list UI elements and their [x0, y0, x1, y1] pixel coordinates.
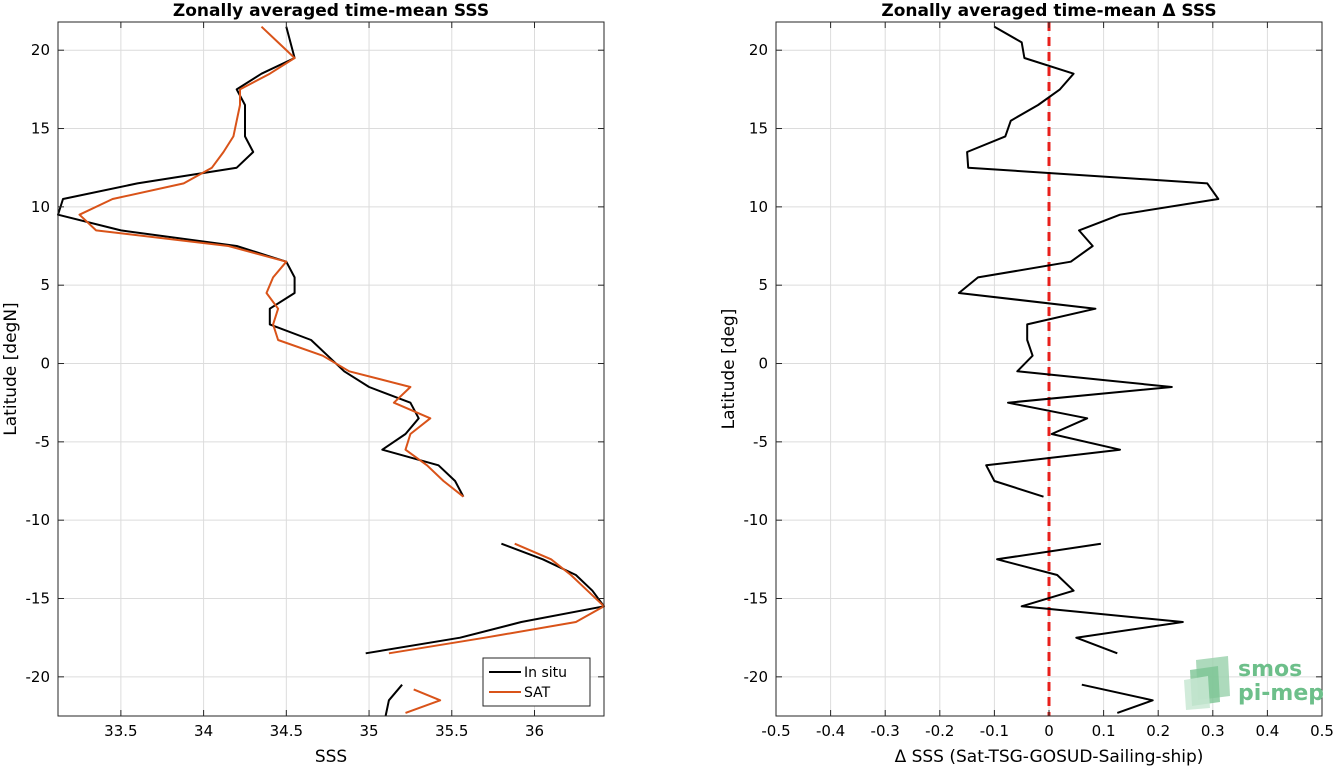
left-y-tick-label: 5 — [40, 276, 50, 294]
legend-box — [482, 657, 591, 707]
right-y-tick-label: 15 — [749, 120, 768, 138]
logo-text-line2: pi-mep — [1238, 681, 1324, 706]
left-plot-area — [58, 22, 604, 716]
left-grid — [58, 22, 604, 716]
left-y-tick-label: 0 — [40, 355, 50, 373]
left-x-tick-label: 35 — [360, 722, 379, 740]
right-x-tick-label: -0.2 — [925, 722, 954, 740]
right-chart-title: Zonally averaged time-mean Δ SSS — [881, 1, 1216, 21]
right-x-tick-label: 0.1 — [1092, 722, 1116, 740]
right-x-tick-label: 0.2 — [1146, 722, 1170, 740]
right-series-delta-sss-line — [957, 25, 1220, 498]
right-x-tick-label: 0.5 — [1310, 722, 1333, 740]
right-y-tick-label: 5 — [758, 276, 768, 294]
logo-shape-front — [1184, 676, 1210, 710]
left-x-tick-label: 36 — [525, 722, 544, 740]
right-y-tick-label: 20 — [749, 41, 768, 59]
left-x-tick-label: 34.5 — [270, 722, 303, 740]
left-series-sat-line — [78, 25, 465, 498]
left-y-axis-label: Latitude [degN] — [1, 302, 21, 435]
right-series-delta-sss-line — [1081, 683, 1154, 714]
logo-text-line1: smos — [1238, 657, 1302, 682]
left-y-tick-label: -5 — [35, 433, 50, 451]
right-y-tick-label: -5 — [753, 433, 768, 451]
left-x-axis-label: SSS — [315, 747, 347, 766]
right-x-tick-label: -0.1 — [980, 722, 1009, 740]
left-y-tick-label: -15 — [26, 590, 51, 608]
left-x-tick-label: 35.5 — [435, 722, 468, 740]
right-series-delta-sss-line — [996, 542, 1184, 655]
left-series-in-situ-line — [57, 26, 465, 498]
right-x-tick-label: -0.4 — [816, 722, 845, 740]
right-y-tick-label: -15 — [744, 590, 769, 608]
right-x-tick-label: -0.3 — [871, 722, 900, 740]
legend-sat-label: SAT — [524, 685, 551, 701]
right-y-tick-label: -20 — [744, 668, 769, 686]
left-axes-box — [57, 21, 605, 717]
left-x-tick-label: 34 — [194, 722, 213, 740]
right-x-tick-label: 0.4 — [1255, 722, 1279, 740]
left-series-in-situ-line — [384, 684, 403, 717]
right-x-tick-label: 0 — [1044, 722, 1054, 740]
left-y-tick-label: -10 — [26, 511, 51, 529]
left-panel: 33.5 34 34.5 35 35.5 36 20 15 10 5 0 -5 -10 -15 -20 Zo… — [1, 1, 605, 766]
left-y-tick-label: 10 — [31, 198, 50, 216]
left-chart-title: Zonally averaged time-mean SSS — [173, 1, 489, 21]
right-x-tick-label: -0.5 — [761, 722, 790, 740]
right-x-axis-label: Δ SSS (Sat-TSG-GOSUD-Sailing-ship) — [895, 747, 1204, 766]
legend: In situ SAT — [482, 657, 591, 707]
smos-pi-mep-logo: smos pi-mep — [1184, 656, 1324, 710]
right-data-lines — [957, 22, 1220, 716]
left-x-tick-label: 33.5 — [104, 722, 137, 740]
left-ticks: 33.5 34 34.5 35 35.5 36 20 15 10 5 0 -5 -10 -15 -20 — [26, 22, 604, 740]
right-y-tick-label: 0 — [758, 355, 768, 373]
left-y-tick-label: 20 — [31, 41, 50, 59]
right-x-tick-label: 0.3 — [1201, 722, 1225, 740]
legend-in-situ-label: In situ — [524, 665, 567, 681]
right-y-axis-label: Latitude [deg] — [719, 309, 739, 430]
right-y-tick-label: 10 — [749, 198, 768, 216]
left-series-sat-line — [405, 688, 442, 714]
left-y-tick-label: 15 — [31, 120, 50, 138]
right-ticks: -0.5 -0.4 -0.3 -0.2 -0.1 0 0.1 0.2 0.3 0.4 0.5 20 15… — [744, 22, 1333, 740]
left-series-sat-line — [388, 542, 605, 655]
right-y-tick-label: -10 — [744, 511, 769, 529]
left-y-tick-label: -20 — [26, 668, 51, 686]
right-panel: -0.5 -0.4 -0.3 -0.2 -0.1 0 0.1 0.2 0.3 0.4 0.5 20 15… — [719, 1, 1333, 766]
